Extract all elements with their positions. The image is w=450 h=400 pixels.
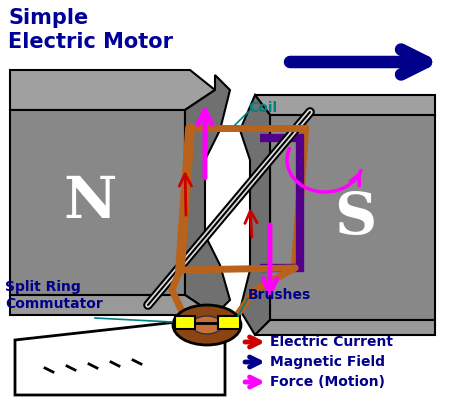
Text: Electric Current: Electric Current xyxy=(270,335,393,349)
Text: Magnetic Field: Magnetic Field xyxy=(270,355,385,369)
Polygon shape xyxy=(240,95,270,335)
Polygon shape xyxy=(10,110,185,295)
Polygon shape xyxy=(255,95,435,115)
Text: Force (Motion): Force (Motion) xyxy=(270,375,385,389)
Text: Brushes: Brushes xyxy=(248,288,311,302)
Text: Commutator: Commutator xyxy=(5,297,103,311)
Polygon shape xyxy=(10,70,215,110)
Text: Coil: Coil xyxy=(248,101,277,115)
Text: Split Ring: Split Ring xyxy=(5,280,81,294)
Polygon shape xyxy=(10,295,215,315)
FancyBboxPatch shape xyxy=(175,316,195,329)
Text: N: N xyxy=(63,174,117,230)
Ellipse shape xyxy=(173,305,241,345)
Ellipse shape xyxy=(192,316,222,334)
Text: Simple: Simple xyxy=(8,8,88,28)
Polygon shape xyxy=(15,320,225,395)
Polygon shape xyxy=(185,75,230,315)
Polygon shape xyxy=(270,115,435,320)
Text: Electric Motor: Electric Motor xyxy=(8,32,173,52)
Text: S: S xyxy=(334,190,376,246)
FancyBboxPatch shape xyxy=(218,316,240,329)
Polygon shape xyxy=(255,320,435,335)
